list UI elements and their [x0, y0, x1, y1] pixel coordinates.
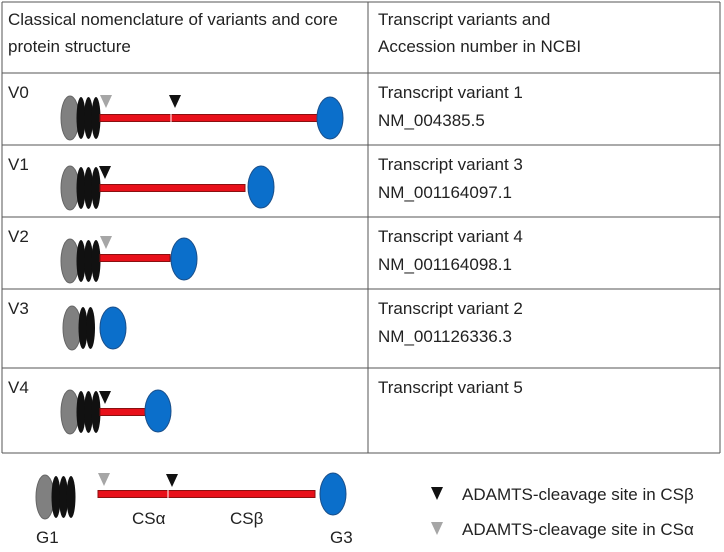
g1-loop [66, 476, 76, 518]
cleavage-site [98, 473, 110, 486]
g1-loop [51, 476, 61, 518]
cleavage-site [99, 166, 111, 179]
g1-loop [59, 476, 68, 518]
transcript: Transcript variant 1 [378, 83, 523, 102]
g3-domain [316, 96, 344, 140]
g1-loop [86, 307, 95, 349]
g1-domain [62, 305, 82, 351]
label-cs-alpha: CSα [132, 509, 166, 528]
g1-domain [60, 389, 80, 435]
g1-loop [76, 167, 86, 209]
g1-loop [84, 240, 93, 282]
cleavage-site [100, 236, 112, 249]
g1-loop [91, 97, 101, 139]
cleavage-site [431, 522, 443, 535]
g1-loop [84, 97, 93, 139]
g3-domain [319, 472, 347, 516]
transcript: Transcript variant 5 [378, 378, 523, 397]
cleavage-site [169, 95, 181, 108]
g1-loop [91, 391, 101, 433]
label-g3: G3 [330, 528, 353, 547]
accession: NM_001126336.3 [378, 327, 512, 346]
g3-domain [247, 165, 275, 209]
transcript: Transcript variant 3 [378, 155, 523, 174]
variant-name: V0 [8, 83, 29, 102]
g3-domain [170, 237, 198, 281]
cleavage-site [431, 487, 443, 500]
g1-loop [91, 167, 101, 209]
accession: NM_001164097.1 [378, 183, 512, 202]
header-left: Classical nomenclature of variants and c… [8, 10, 338, 56]
g1-domain [35, 474, 55, 520]
cleavage-site [100, 95, 112, 108]
g1-loop [91, 240, 101, 282]
g1-loop [76, 97, 86, 139]
legend-item: ADAMTS-cleavage site in CSα [462, 520, 694, 539]
cleavage-site [99, 391, 111, 404]
accession: NM_004385.5 [378, 111, 485, 130]
g1-loop [78, 307, 88, 349]
header-right: Transcript variants and Accession number… [378, 10, 582, 56]
gag-region [99, 114, 319, 122]
g1-loop [84, 167, 93, 209]
accession: NM_001164098.1 [378, 255, 512, 274]
g3-domain [99, 306, 127, 350]
gag-region [97, 490, 316, 498]
gag-region [99, 408, 146, 416]
label-cs-beta: CSβ [230, 509, 264, 528]
variant-name: V4 [8, 378, 29, 397]
g1-domain [60, 95, 80, 141]
g1-loop [76, 240, 86, 282]
label-g1: G1 [36, 528, 59, 547]
g1-loop [76, 391, 86, 433]
variant-name: V3 [8, 299, 29, 318]
transcript: Transcript variant 2 [378, 299, 523, 318]
g1-domain [60, 238, 80, 284]
variant-name: V2 [8, 227, 29, 246]
g1-domain [60, 165, 80, 211]
transcript: Transcript variant 4 [378, 227, 523, 246]
g1-loop [84, 391, 93, 433]
variant-name: V1 [8, 155, 29, 174]
g3-domain [144, 389, 172, 433]
legend-item: ADAMTS-cleavage site in CSβ [462, 485, 694, 504]
cleavage-site [166, 474, 178, 487]
gag-region [99, 184, 246, 192]
gag-region [99, 254, 171, 262]
